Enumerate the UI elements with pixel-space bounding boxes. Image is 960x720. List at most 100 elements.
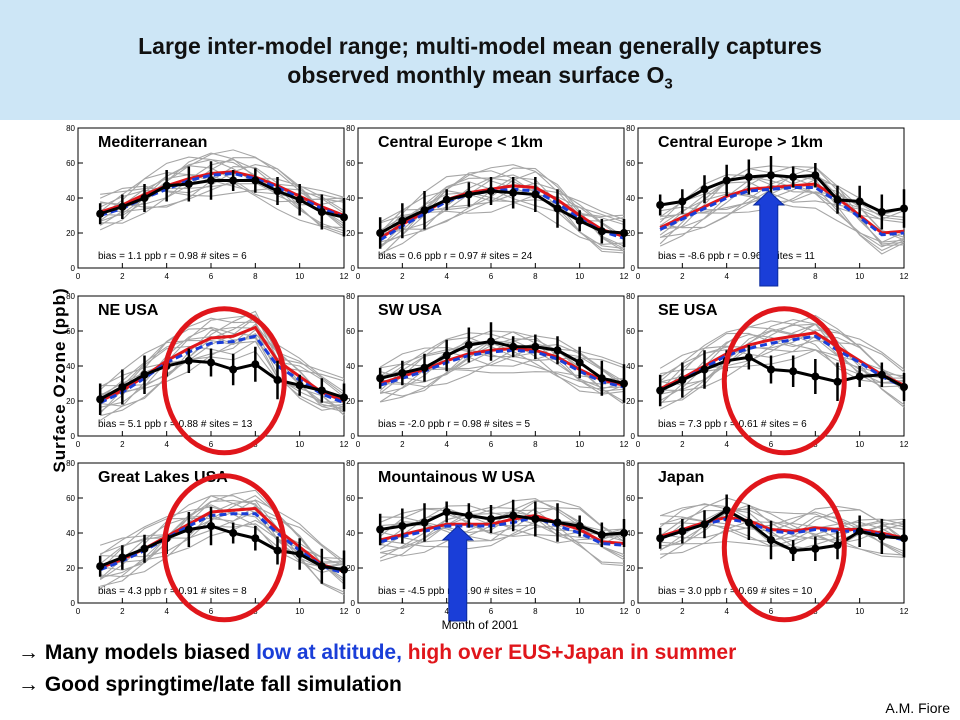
- y-tick-label: 0: [631, 264, 636, 273]
- y-tick-label: 0: [351, 432, 356, 441]
- model-line: [660, 314, 905, 395]
- y-tick-label: 20: [626, 397, 635, 406]
- observed-point: [620, 379, 628, 388]
- panel-4: 0 2 4 6 8 10 12 0 20 40 60 80 SW USA bias = -2.0 ppb …: [346, 292, 629, 449]
- x-tick-label: 10: [295, 607, 304, 616]
- observed-point: [442, 351, 451, 360]
- observed-point: [900, 534, 908, 543]
- y-tick-label: 60: [626, 159, 635, 168]
- observed-point: [273, 376, 282, 384]
- model-line: [379, 346, 625, 368]
- x-tick-label: 10: [855, 272, 864, 281]
- stats-text: bias = 7.3 ppb r = 0.61 # sites = 6: [658, 419, 807, 430]
- observed-point: [877, 532, 886, 541]
- arrow-up-icon: [441, 525, 475, 622]
- y-tick-label: 40: [346, 194, 355, 203]
- region-title: Mountainous W USA: [378, 469, 536, 486]
- observed-point: [700, 520, 709, 529]
- observed-point: [678, 527, 687, 536]
- bullet-1: → Many models biased low at altitude, hi…: [18, 641, 736, 665]
- x-tick-label: 2: [680, 272, 685, 281]
- observed-point: [295, 195, 304, 204]
- region-title: Japan: [658, 469, 704, 486]
- y-tick-label: 80: [626, 124, 635, 133]
- x-tick-label: 12: [340, 607, 349, 616]
- observed-point: [509, 188, 518, 197]
- model-line: [100, 500, 345, 596]
- observed-point: [118, 383, 127, 391]
- observed-point: [96, 562, 105, 571]
- model-line: [379, 341, 625, 403]
- region-title: Mediterranean: [98, 134, 207, 151]
- observed-point: [207, 358, 215, 367]
- x-tick-label: 2: [120, 440, 125, 449]
- observed-point: [184, 356, 193, 365]
- title-line-2: observed monthly mean surface O: [287, 62, 665, 88]
- bullet-1-text: Many models biased: [39, 641, 257, 664]
- title-line-1: Large inter-model range; multi-model mea…: [138, 33, 822, 59]
- x-tick-label: 10: [295, 272, 304, 281]
- observed-point: [140, 544, 149, 553]
- observed-point: [597, 530, 606, 539]
- observed-point: [273, 546, 282, 555]
- model-line: [660, 165, 905, 245]
- observed-point: [162, 181, 171, 190]
- x-tick-label: 6: [769, 440, 774, 449]
- model-line: [659, 191, 905, 221]
- y-tick-label: 20: [626, 564, 635, 573]
- observed-point: [700, 365, 709, 374]
- observed-point: [229, 365, 238, 374]
- x-tick-label: 6: [489, 607, 494, 616]
- x-tick-label: 12: [620, 607, 629, 616]
- y-tick-label: 20: [66, 564, 75, 573]
- y-tick-label: 20: [66, 229, 75, 238]
- model-mean-line: [99, 170, 345, 217]
- bullet-1-red-text: high over EUS+Japan in summer: [401, 641, 737, 664]
- model-line: [99, 511, 345, 571]
- x-tick-label: 4: [724, 607, 729, 616]
- observed-point: [789, 173, 798, 181]
- observed-point: [855, 527, 864, 536]
- y-tick-label: 40: [626, 529, 635, 538]
- model-mean-line: [379, 184, 625, 240]
- highlight-circle: [161, 306, 287, 456]
- y-tick-label: 0: [631, 599, 636, 608]
- y-tick-label: 40: [66, 529, 75, 538]
- stats-text: bias = 0.6 ppb r = 0.97 # sites = 24: [378, 251, 533, 262]
- y-axis-label: Surface Ozone (ppb): [50, 287, 69, 473]
- observed-point: [553, 346, 562, 355]
- observed-point: [509, 342, 518, 351]
- observed-point: [678, 197, 687, 206]
- model-median-line: [659, 186, 905, 237]
- observed-point: [229, 176, 238, 185]
- x-tick-label: 4: [444, 440, 449, 449]
- observed-point: [398, 369, 407, 377]
- y-tick-label: 20: [346, 229, 355, 238]
- y-tick-label: 60: [66, 327, 75, 336]
- y-tick-label: 40: [626, 194, 635, 203]
- y-tick-label: 20: [346, 564, 355, 573]
- model-line: [660, 329, 905, 404]
- stats-text: bias = 4.3 ppb r = 0.91 # sites = 8: [98, 586, 247, 597]
- y-tick-label: 80: [626, 292, 635, 301]
- y-tick-label: 80: [626, 459, 635, 468]
- model-line: [660, 521, 905, 548]
- model-line: [660, 504, 905, 547]
- slide-title: Large inter-model range; multi-model mea…: [0, 32, 960, 99]
- observed-point: [656, 201, 665, 209]
- x-tick-label: 4: [724, 440, 729, 449]
- y-tick-label: 0: [71, 599, 76, 608]
- model-median-line: [99, 512, 345, 575]
- observed-point: [811, 544, 820, 553]
- observed-point: [767, 365, 775, 374]
- y-tick-label: 60: [66, 159, 75, 168]
- y-tick-label: 60: [346, 327, 355, 336]
- x-tick-label: 6: [489, 272, 494, 281]
- x-tick-label: 2: [680, 607, 685, 616]
- x-tick-label: 0: [356, 607, 361, 616]
- observed-point: [442, 195, 451, 204]
- observed-point: [620, 229, 628, 237]
- observed-point: [96, 395, 105, 404]
